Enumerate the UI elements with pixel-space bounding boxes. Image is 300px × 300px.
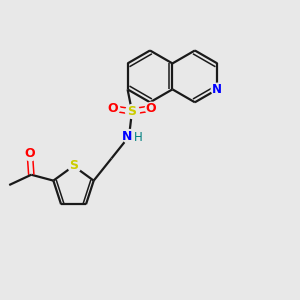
Text: S: S (128, 105, 136, 118)
Text: S: S (69, 160, 78, 172)
Text: O: O (107, 102, 118, 115)
Text: N: N (212, 83, 222, 96)
Text: H: H (134, 131, 143, 144)
Text: O: O (25, 147, 35, 160)
Text: O: O (146, 102, 156, 115)
Text: N: N (122, 130, 132, 143)
